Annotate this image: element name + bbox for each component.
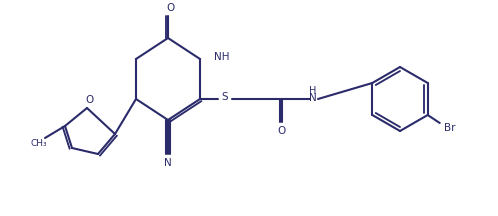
Text: N: N	[309, 93, 317, 103]
Text: NH: NH	[214, 52, 230, 62]
Text: S: S	[222, 92, 228, 102]
Text: O: O	[85, 95, 93, 105]
Text: Br: Br	[444, 123, 456, 133]
Text: H: H	[309, 86, 317, 96]
Text: O: O	[278, 126, 286, 136]
Text: CH₃: CH₃	[31, 138, 47, 148]
Text: O: O	[166, 3, 174, 13]
Text: N: N	[164, 158, 172, 168]
